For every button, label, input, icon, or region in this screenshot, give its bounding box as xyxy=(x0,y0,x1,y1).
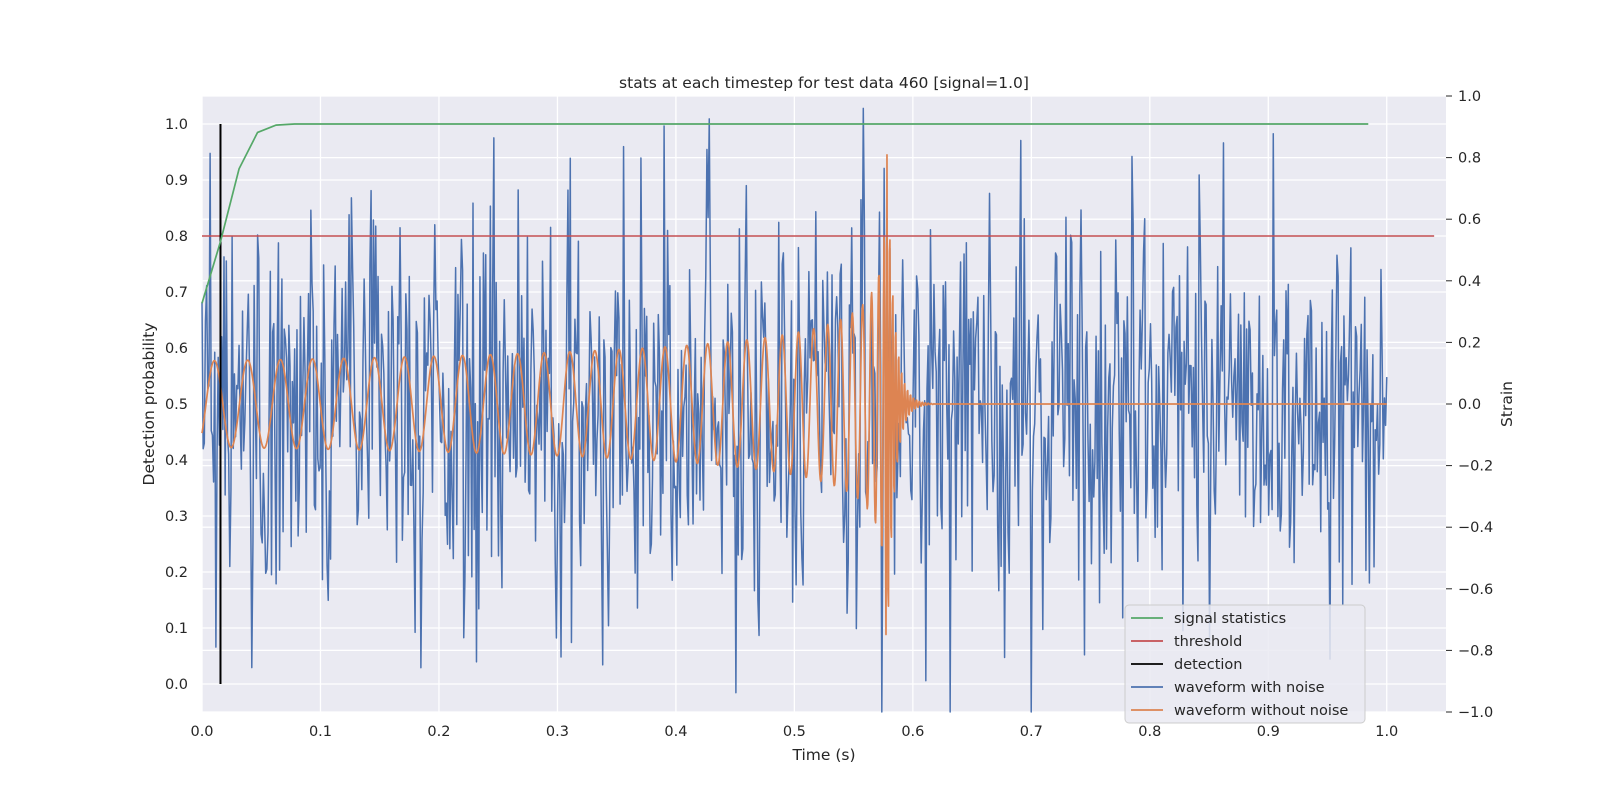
x-tick-label: 0.3 xyxy=(546,724,569,740)
plot-lines xyxy=(201,107,1435,713)
right-y-tick-label: 0.0 xyxy=(1458,397,1481,413)
right-y-tick-labels: −1.0 −0.8 −0.6 −0.4 −0.2 0.0 0.2 0.4 0.6 0.8 1.0 xyxy=(1446,89,1493,721)
right-y-tick-label: 0.8 xyxy=(1458,151,1481,167)
right-y-tick-label: −0.2 xyxy=(1458,459,1493,475)
left-y-tick-label: 0.9 xyxy=(165,173,188,189)
right-y-tick-label: −0.4 xyxy=(1458,520,1493,536)
x-axis-label: Time (s) xyxy=(791,746,855,764)
left-y-tick-label: 0.6 xyxy=(165,341,188,357)
right-y-tick-label: 0.4 xyxy=(1458,274,1481,290)
legend-label: threshold xyxy=(1174,634,1242,650)
left-y-tick-label: 0.1 xyxy=(165,621,188,637)
right-y-tick-label: 1.0 xyxy=(1458,89,1481,105)
right-y-tick-label: −1.0 xyxy=(1458,705,1493,721)
x-tick-label: 1.0 xyxy=(1375,724,1398,740)
waveform-with-noise-line xyxy=(201,107,1388,713)
waveform-without-noise-line xyxy=(201,154,1388,636)
left-y-axis-label: Detection probability xyxy=(140,323,158,486)
left-y-tick-label: 0.2 xyxy=(165,565,188,581)
x-tick-label: 0.2 xyxy=(427,724,450,740)
legend: signal statistics threshold detection wavef… xyxy=(1124,604,1366,724)
legend-box xyxy=(1124,604,1366,724)
x-tick-label: 0.1 xyxy=(309,724,332,740)
x-tick-label: 0.8 xyxy=(1138,724,1161,740)
right-y-tick-label: −0.8 xyxy=(1458,643,1493,659)
right-y-tick-label: 0.2 xyxy=(1458,335,1481,351)
left-y-tick-label: 0.4 xyxy=(165,453,188,469)
right-y-tick-label: −0.6 xyxy=(1458,582,1493,598)
legend-label: waveform without noise xyxy=(1174,703,1348,719)
x-tick-labels: 0.0 0.1 0.2 0.3 0.4 0.5 0.6 0.7 0.8 0.9 1.0 xyxy=(190,724,1398,740)
left-y-tick-label: 1.0 xyxy=(165,117,188,133)
x-tick-label: 0.6 xyxy=(901,724,924,740)
left-y-tick-labels: 0.0 0.1 0.2 0.3 0.4 0.5 0.6 0.7 0.8 0.9 1.0 xyxy=(165,117,188,693)
legend-label: signal statistics xyxy=(1174,611,1286,627)
chart-title: stats at each timestep for test data 460… xyxy=(619,74,1029,92)
x-tick-label: 0.9 xyxy=(1257,724,1280,740)
legend-label: waveform with noise xyxy=(1174,680,1325,696)
x-tick-label: 0.0 xyxy=(190,724,213,740)
left-y-tick-label: 0.7 xyxy=(165,285,188,301)
x-tick-label: 0.7 xyxy=(1020,724,1043,740)
right-y-tick-label: 0.6 xyxy=(1458,212,1481,228)
left-y-tick-label: 0.5 xyxy=(165,397,188,413)
signal-statistics-line xyxy=(201,123,1369,304)
right-y-axis-label: Strain xyxy=(1498,381,1516,427)
left-y-tick-label: 0.0 xyxy=(165,677,188,693)
left-y-tick-label: 0.8 xyxy=(165,229,188,245)
left-y-tick-label: 0.3 xyxy=(165,509,188,525)
x-tick-label: 0.5 xyxy=(783,724,806,740)
legend-label: detection xyxy=(1174,657,1242,673)
x-tick-label: 0.4 xyxy=(664,724,687,740)
